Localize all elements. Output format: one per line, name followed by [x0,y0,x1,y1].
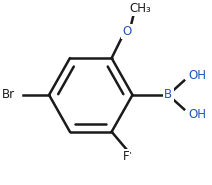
Text: O: O [122,25,131,38]
Text: F: F [122,150,129,163]
Text: B: B [164,88,172,101]
Text: OH: OH [189,69,207,82]
Text: OH: OH [189,108,207,121]
Text: CH₃: CH₃ [129,2,151,15]
Text: Br: Br [2,88,15,101]
